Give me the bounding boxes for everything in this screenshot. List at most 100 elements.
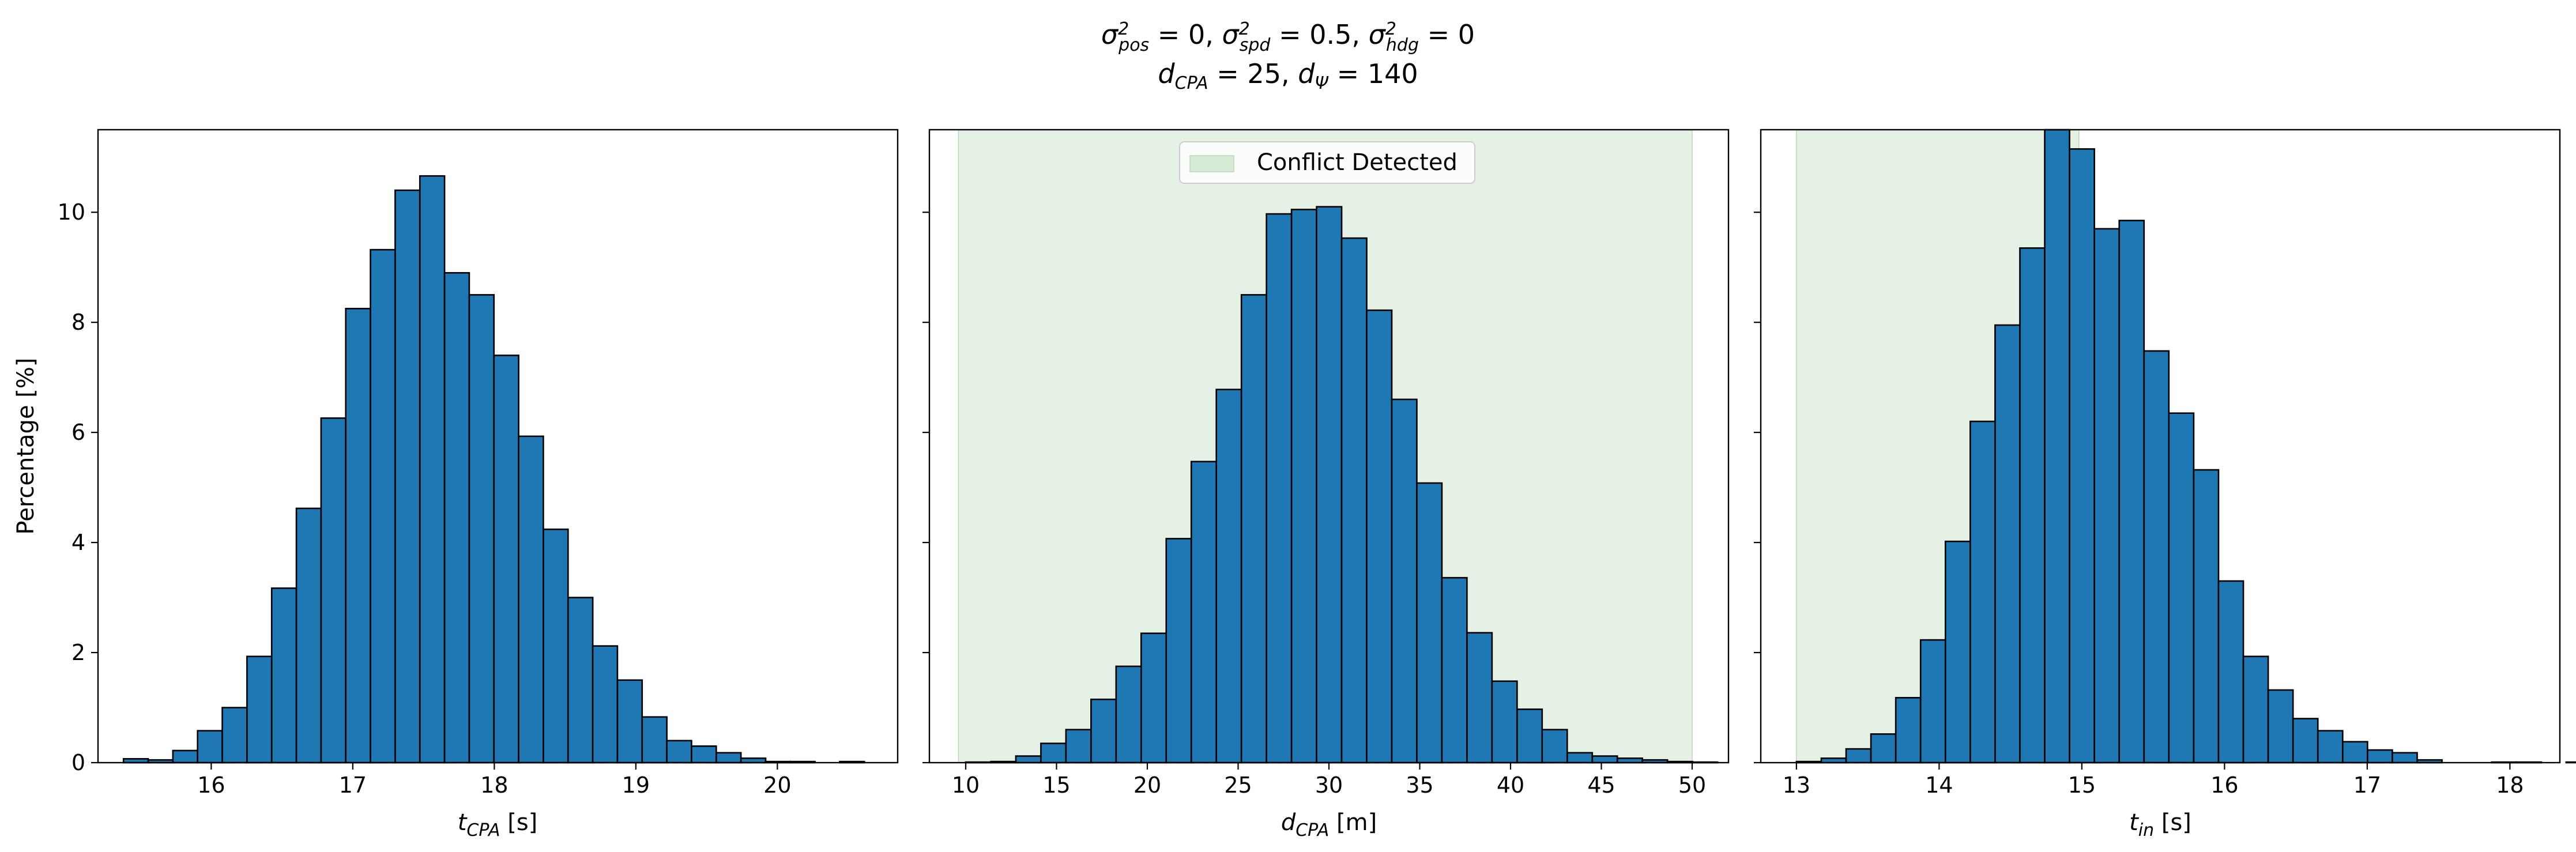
x-tick-label: 35 xyxy=(1406,772,1433,798)
histogram-bar xyxy=(2565,761,2576,764)
histogram-bar xyxy=(1895,697,1922,764)
histogram-bar xyxy=(2118,220,2145,764)
x-tick-label: 18 xyxy=(2496,772,2524,798)
x-tick-label: 15 xyxy=(2068,772,2096,798)
x-tick-label: 45 xyxy=(1587,772,1615,798)
histogram-bar xyxy=(2168,412,2195,764)
histogram-bar xyxy=(1870,733,1897,764)
x-tick-label: 18 xyxy=(480,772,508,798)
axes-frame xyxy=(1760,129,2561,764)
tick-marks: 13 14 15 16 17 18 xyxy=(1754,212,2524,798)
legend-swatch xyxy=(1189,155,1234,172)
histogram-bar xyxy=(394,189,421,764)
x-tick-label: 16 xyxy=(2210,772,2238,798)
x-tick-label: 25 xyxy=(1224,772,1252,798)
histogram-bar xyxy=(2217,580,2244,764)
histogram-bar xyxy=(1845,748,1872,764)
x-tick-label: 16 xyxy=(197,772,225,798)
x-tick-label: 50 xyxy=(1678,772,1706,798)
tick-marks: 10 15 20 25 30 35 40 45 50 xyxy=(922,212,1706,798)
histogram-bar xyxy=(1944,540,1971,764)
histogram-bar xyxy=(1240,294,1267,764)
histogram-bar xyxy=(2143,350,2170,764)
histogram-bar xyxy=(2267,689,2294,764)
histogram-bar xyxy=(493,355,519,764)
y-tick-label: 6 xyxy=(71,420,85,445)
histogram-bar xyxy=(468,294,495,764)
histogram-bar xyxy=(715,752,742,764)
histogram-bar xyxy=(1516,708,1543,764)
histogram-bar xyxy=(197,730,223,764)
x-tick-label: 10 xyxy=(952,772,980,798)
x-tick-label: 30 xyxy=(1315,772,1343,798)
y-tick-label: 0 xyxy=(71,750,85,775)
histogram-bar xyxy=(1140,632,1168,764)
panel-dcpa: 10 15 20 25 30 35 40 45 50 dCPA [m] Conflict Det… xyxy=(922,129,1730,840)
histogram-bar xyxy=(1391,398,1418,764)
histogram-bar xyxy=(2069,148,2095,764)
axes-frame xyxy=(97,129,899,764)
histogram-bar xyxy=(1090,698,1117,764)
x-axis-label: tin [s] xyxy=(2129,809,2191,840)
histogram-bar xyxy=(1316,206,1343,764)
histogram-bar xyxy=(1340,237,1368,764)
x-tick-label: 17 xyxy=(339,772,367,798)
histogram-bar xyxy=(370,248,396,764)
x-axis-label: tCPA [s] xyxy=(458,809,538,840)
histogram-bar xyxy=(1969,420,1996,764)
x-tick-label: 20 xyxy=(763,772,791,798)
tick-marks: 16 17 18 19 20 0 2 4 6 8 10 xyxy=(58,199,792,798)
histogram-bar xyxy=(1366,309,1393,764)
histogram-bar xyxy=(443,272,470,764)
histogram-bar xyxy=(2342,741,2368,764)
histogram-bar xyxy=(592,645,619,764)
histogram-bar xyxy=(1065,729,1092,764)
histogram-bar xyxy=(1215,389,1242,764)
y-tick-label: 10 xyxy=(58,199,85,225)
histogram-bar xyxy=(1290,209,1317,764)
histogram-bar xyxy=(2392,752,2418,764)
histogram-bar xyxy=(270,587,297,764)
x-tick-label: 15 xyxy=(1042,772,1070,798)
histogram-bar xyxy=(1015,755,1042,764)
y-tick-label: 4 xyxy=(71,530,85,555)
histogram-bar xyxy=(2093,228,2121,764)
histogram-bar xyxy=(1994,324,2021,764)
histogram-bar xyxy=(518,435,544,764)
legend-label: Conflict Detected xyxy=(1257,149,1458,176)
histogram-bar xyxy=(172,749,198,764)
histogram-bar xyxy=(2317,730,2344,764)
histogram-bar xyxy=(2367,749,2393,764)
histogram-bar xyxy=(2292,718,2319,764)
figure-title-line2: dCPA = 25, dΨ = 140 xyxy=(1158,58,1418,93)
x-tick-label: 20 xyxy=(1133,772,1161,798)
histogram-bar xyxy=(1165,538,1192,764)
histogram-bar xyxy=(691,745,717,764)
histogram-bar xyxy=(1591,755,1618,764)
histogram-bar xyxy=(543,528,569,764)
histogram-bar xyxy=(345,308,371,764)
panel-tin: 13 14 15 16 17 18 tin [s] xyxy=(1754,129,2576,840)
histogram-bar xyxy=(1266,213,1293,764)
legend-box xyxy=(1179,141,1475,184)
legend: Conflict Detected xyxy=(1179,141,1475,184)
histogram-bar xyxy=(1115,665,1142,764)
histogram-bar xyxy=(1441,576,1468,764)
panel-tcpa: 16 17 18 19 20 0 2 4 6 8 10 tCPA [s] Percentage [%… xyxy=(13,129,899,840)
histogram-bar xyxy=(419,175,446,764)
histogram-bar xyxy=(1466,632,1493,764)
x-tick-label: 13 xyxy=(1783,772,1810,798)
x-tick-label: 40 xyxy=(1497,772,1524,798)
histogram-bar xyxy=(1416,482,1443,764)
histogram-bars xyxy=(965,206,1719,764)
histogram-bar xyxy=(1566,752,1594,764)
histogram-bar xyxy=(2193,469,2220,764)
x-tick-label: 17 xyxy=(2353,772,2381,798)
histogram-bars xyxy=(1795,129,2576,764)
histogram-bar xyxy=(1541,729,1568,764)
y-tick-label: 8 xyxy=(71,310,85,335)
y-axis-label: Percentage [%] xyxy=(13,358,39,535)
histogram-bar xyxy=(295,507,322,764)
histogram-bar xyxy=(1919,639,1946,764)
